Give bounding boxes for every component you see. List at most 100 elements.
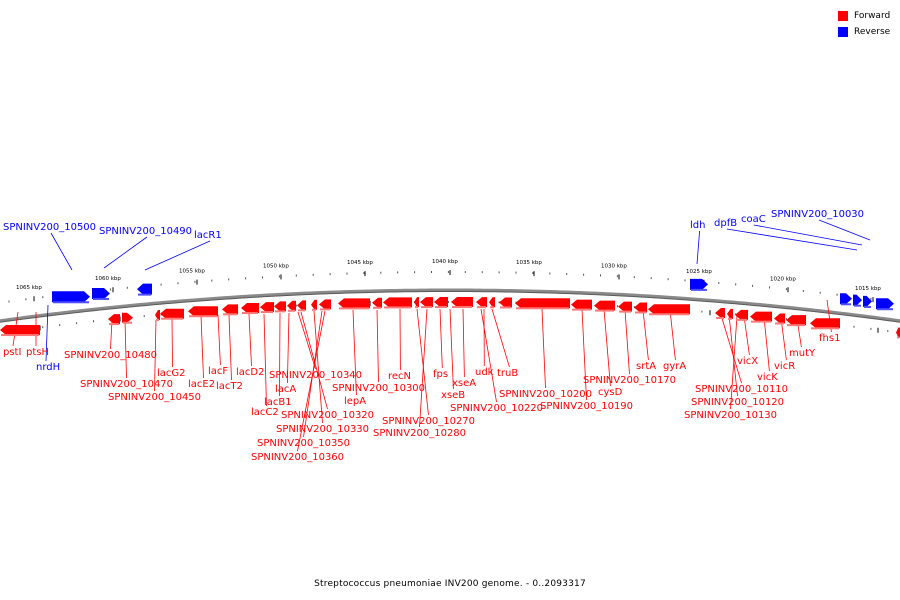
- gene-forward-shadow: [288, 309, 295, 312]
- gene-forward: [499, 297, 512, 308]
- gene-label: vicR: [774, 361, 795, 372]
- gene-forward: [727, 308, 733, 319]
- leader-line: [541, 308, 546, 389]
- gene-forward: [476, 297, 487, 308]
- gene-label: ldh: [690, 220, 705, 231]
- leader-line: [728, 314, 738, 397]
- tick-label: 1060 kbp: [95, 276, 121, 282]
- gene-label: SPNINV200_10220: [450, 403, 543, 414]
- gene-forward-shadow: [787, 324, 805, 327]
- leader-line: [103, 236, 148, 269]
- gene-forward-shadow: [261, 311, 273, 314]
- gene-forward-shadow: [384, 306, 411, 309]
- gene-label: SPNINV200_10200: [499, 389, 592, 400]
- gene-label: SPNINV200_10300: [332, 383, 425, 394]
- gene-forward-shadow: [242, 312, 258, 315]
- leader-line: [144, 240, 211, 271]
- tick-label: 1025 kbp: [686, 269, 712, 275]
- gene-forward: [297, 300, 306, 311]
- leader-line: [171, 317, 173, 368]
- leader-line: [419, 308, 428, 428]
- gene-forward-shadow: [490, 306, 494, 309]
- gene-forward: [414, 297, 419, 308]
- gene-reverse: [876, 298, 894, 310]
- gene-label: SPNINV200_10500: [3, 222, 96, 233]
- gene-label: SPNINV200_10110: [695, 384, 788, 395]
- gene-forward: [311, 299, 317, 310]
- leader-line: [696, 230, 700, 265]
- gene-label: ptsH: [26, 347, 49, 358]
- gene-label: gyrA: [663, 361, 686, 372]
- gene-reverse-shadow: [53, 301, 89, 304]
- gene-label: lacC2: [251, 407, 279, 418]
- legend-reverse: Reverse: [838, 24, 890, 40]
- leader-line: [720, 314, 742, 384]
- gene-label: fhs1: [819, 333, 840, 344]
- gene-forward: [735, 309, 748, 320]
- gene-forward: [155, 309, 160, 320]
- gene-reverse-shadow: [854, 304, 861, 307]
- gene-label: SPNINV200_10280: [373, 428, 466, 439]
- gene-reverse-shadow: [877, 308, 893, 311]
- leader-line: [300, 311, 328, 410]
- gene-forward: [451, 297, 473, 308]
- gene-forward-shadow: [156, 318, 159, 321]
- gene-reverse: [840, 293, 852, 305]
- leader-line: [462, 308, 465, 378]
- gene-forward-shadow: [751, 320, 771, 323]
- gene-reverse-shadow: [691, 288, 707, 291]
- gene-forward-shadow: [775, 322, 784, 325]
- tick-label: 1035 kbp: [516, 260, 542, 266]
- forward-swatch: [838, 11, 848, 21]
- gene-forward: [489, 297, 495, 308]
- gene-label: fps: [433, 369, 448, 380]
- leader-line: [449, 308, 454, 390]
- gene-forward-shadow: [595, 309, 614, 312]
- leader-line: [439, 308, 443, 369]
- gene-forward: [634, 302, 647, 313]
- leader-line: [287, 312, 290, 384]
- gene-label: lacT2: [216, 381, 243, 392]
- gene-forward-shadow: [320, 308, 330, 311]
- leader-line: [297, 311, 316, 370]
- leader-line: [200, 315, 204, 379]
- leader-line: [313, 310, 323, 424]
- gene-forward: [434, 297, 448, 308]
- gene-forward: [319, 299, 331, 310]
- gene-label: xseB: [441, 390, 465, 401]
- gene-forward: [188, 306, 218, 317]
- leader-line: [726, 228, 858, 251]
- gene-label: SPNINV200_10490: [99, 226, 192, 237]
- gene-label: SPNINV200_10330: [276, 424, 369, 435]
- leader-line: [376, 309, 379, 383]
- leader-line: [228, 314, 232, 381]
- leader-line: [603, 308, 611, 387]
- gene-reverse: [92, 287, 110, 299]
- leader-line: [624, 309, 630, 375]
- legend-reverse-label: Reverse: [854, 27, 891, 37]
- gene-forward-shadow: [275, 310, 285, 313]
- gene-forward-shadow: [435, 306, 447, 309]
- map-caption: Streptococcus pneumoniae INV200 genome. …: [314, 579, 586, 589]
- gene-forward-shadow: [452, 306, 472, 309]
- gene-label: SPNINV200_10340: [269, 370, 362, 381]
- gene-forward: [383, 297, 412, 308]
- backbone-inner: [0, 291, 900, 323]
- gene-forward: [810, 318, 840, 329]
- gene-label: SPNINV200_10350: [257, 438, 350, 449]
- gene-label: SPNINV200_10120: [691, 397, 784, 408]
- leader-line: [154, 319, 157, 392]
- gene-label: SPNINV200_10480: [64, 350, 157, 361]
- gene-label: vicK: [757, 372, 778, 383]
- gene-forward-shadow: [516, 307, 569, 310]
- reverse-swatch: [838, 27, 848, 37]
- leader-line: [581, 308, 587, 401]
- gene-label: lacD2: [236, 367, 264, 378]
- gene-label: dpfB: [714, 218, 737, 229]
- legend-forward: Forward: [838, 8, 890, 24]
- gene-label: mutY: [789, 348, 816, 359]
- gene-reverse-shadow: [138, 293, 151, 296]
- tick-label: 1045 kbp: [347, 260, 373, 266]
- gene-label: udk: [475, 367, 494, 378]
